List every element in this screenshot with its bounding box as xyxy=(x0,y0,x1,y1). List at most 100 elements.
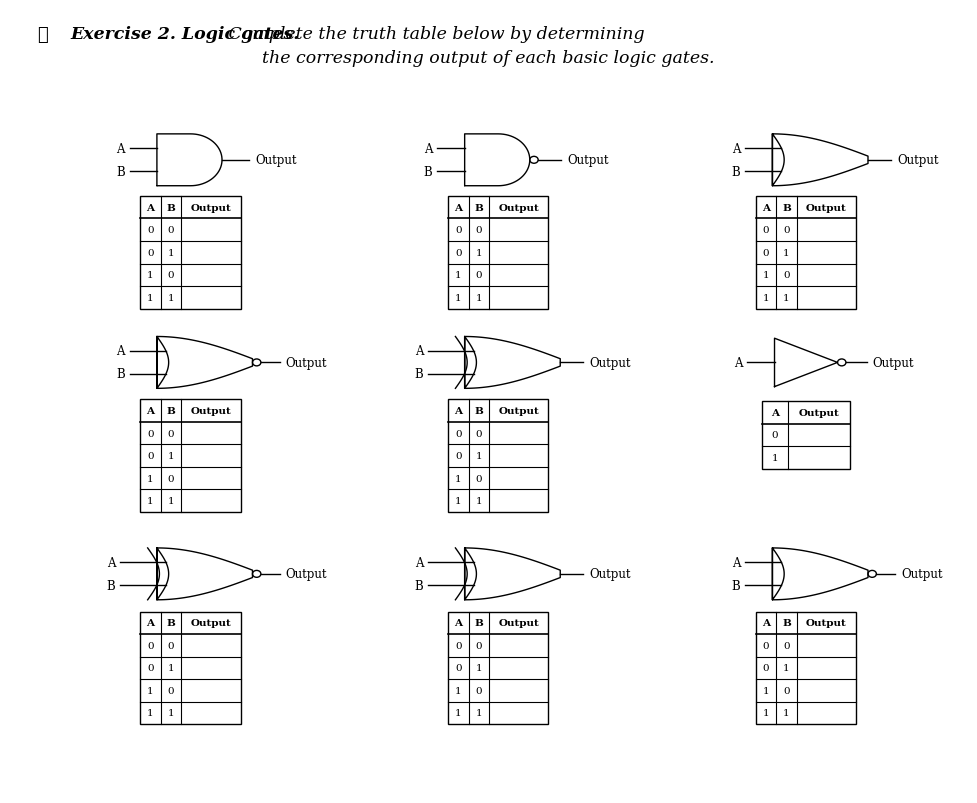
Text: A: A xyxy=(762,618,770,628)
Text: 1: 1 xyxy=(455,708,462,718)
Text: 0: 0 xyxy=(784,686,789,695)
Text: 1: 1 xyxy=(772,453,778,463)
Text: Output: Output xyxy=(285,357,327,369)
Text: 1: 1 xyxy=(784,248,789,258)
Text: the corresponding output of each basic logic gates.: the corresponding output of each basic l… xyxy=(262,50,715,67)
Text: B: B xyxy=(474,203,484,213)
Bar xyxy=(448,400,548,512)
Text: 1: 1 xyxy=(168,293,174,303)
Text: 1: 1 xyxy=(455,474,462,483)
Text: 1: 1 xyxy=(476,496,482,506)
Text: B: B xyxy=(414,368,423,381)
Text: 0: 0 xyxy=(168,226,174,235)
Text: B: B xyxy=(782,203,791,213)
Text: A: A xyxy=(116,345,125,358)
Text: B: B xyxy=(414,579,423,592)
Text: 1: 1 xyxy=(763,708,770,718)
Text: 0: 0 xyxy=(455,663,462,673)
Text: 1: 1 xyxy=(476,451,482,461)
Text: 1: 1 xyxy=(168,708,174,718)
Text: 0: 0 xyxy=(455,429,462,438)
Text: 0: 0 xyxy=(168,474,174,483)
Text: 1: 1 xyxy=(455,271,462,280)
Text: Output: Output xyxy=(589,568,631,581)
Text: Complete the truth table below by determining: Complete the truth table below by determ… xyxy=(223,26,645,43)
Text: 1: 1 xyxy=(455,293,462,303)
Text: ☞: ☞ xyxy=(37,26,48,43)
Text: 0: 0 xyxy=(168,429,174,438)
Text: 0: 0 xyxy=(763,248,770,258)
Text: 0: 0 xyxy=(148,451,154,461)
Text: 1: 1 xyxy=(148,293,154,303)
Text: 0: 0 xyxy=(168,641,174,650)
Bar xyxy=(756,612,856,724)
Text: Exercise 2. Logic gates.: Exercise 2. Logic gates. xyxy=(70,26,300,43)
Text: 1: 1 xyxy=(148,474,154,483)
Text: 1: 1 xyxy=(455,496,462,506)
Text: 1: 1 xyxy=(784,708,789,718)
Text: B: B xyxy=(166,618,176,628)
Text: B: B xyxy=(474,406,484,416)
Bar xyxy=(448,612,548,724)
Text: A: A xyxy=(732,556,741,569)
Text: 0: 0 xyxy=(148,226,154,235)
Text: 0: 0 xyxy=(784,641,789,650)
Text: A: A xyxy=(762,203,770,213)
Bar xyxy=(756,197,856,309)
Text: 1: 1 xyxy=(784,663,789,673)
Text: Output: Output xyxy=(589,357,631,369)
Text: Output: Output xyxy=(498,406,539,416)
Text: 0: 0 xyxy=(763,226,770,235)
Text: B: B xyxy=(732,165,741,178)
Text: 0: 0 xyxy=(772,430,778,440)
Text: Output: Output xyxy=(806,203,847,213)
Text: Output: Output xyxy=(255,154,297,167)
Text: 1: 1 xyxy=(148,708,154,718)
Bar xyxy=(141,612,240,724)
Text: 0: 0 xyxy=(476,474,482,483)
Text: A: A xyxy=(732,143,741,156)
Text: B: B xyxy=(732,579,741,592)
Text: 1: 1 xyxy=(168,248,174,258)
Text: 0: 0 xyxy=(784,271,789,280)
Text: 1: 1 xyxy=(168,496,174,506)
Text: 0: 0 xyxy=(168,686,174,695)
Text: A: A xyxy=(454,406,462,416)
Text: 0: 0 xyxy=(476,271,482,280)
Text: 0: 0 xyxy=(455,451,462,461)
Bar xyxy=(448,197,548,309)
Text: 0: 0 xyxy=(455,248,462,258)
Text: 1: 1 xyxy=(763,271,770,280)
Text: 1: 1 xyxy=(476,663,482,673)
Text: Output: Output xyxy=(567,154,609,167)
Text: 1: 1 xyxy=(168,451,174,461)
Text: 0: 0 xyxy=(784,226,789,235)
Text: 1: 1 xyxy=(476,708,482,718)
Text: 0: 0 xyxy=(168,271,174,280)
Text: 0: 0 xyxy=(148,663,154,673)
Text: A: A xyxy=(147,618,154,628)
Text: A: A xyxy=(734,357,743,369)
Text: B: B xyxy=(116,165,125,178)
Text: Output: Output xyxy=(498,618,539,628)
Text: B: B xyxy=(782,618,791,628)
Bar xyxy=(141,400,240,512)
Text: A: A xyxy=(414,556,423,569)
Text: A: A xyxy=(454,618,462,628)
Text: 1: 1 xyxy=(148,271,154,280)
Text: A: A xyxy=(147,406,154,416)
Text: A: A xyxy=(424,143,433,156)
Text: 0: 0 xyxy=(476,226,482,235)
Text: 0: 0 xyxy=(763,663,770,673)
Text: 0: 0 xyxy=(148,429,154,438)
Text: 1: 1 xyxy=(148,496,154,506)
Bar xyxy=(762,402,850,469)
Text: Output: Output xyxy=(806,618,847,628)
Text: A: A xyxy=(414,345,423,358)
Text: Output: Output xyxy=(798,408,839,418)
Text: 0: 0 xyxy=(455,641,462,650)
Text: B: B xyxy=(166,406,176,416)
Text: 0: 0 xyxy=(476,686,482,695)
Text: 1: 1 xyxy=(784,293,789,303)
Text: B: B xyxy=(474,618,484,628)
